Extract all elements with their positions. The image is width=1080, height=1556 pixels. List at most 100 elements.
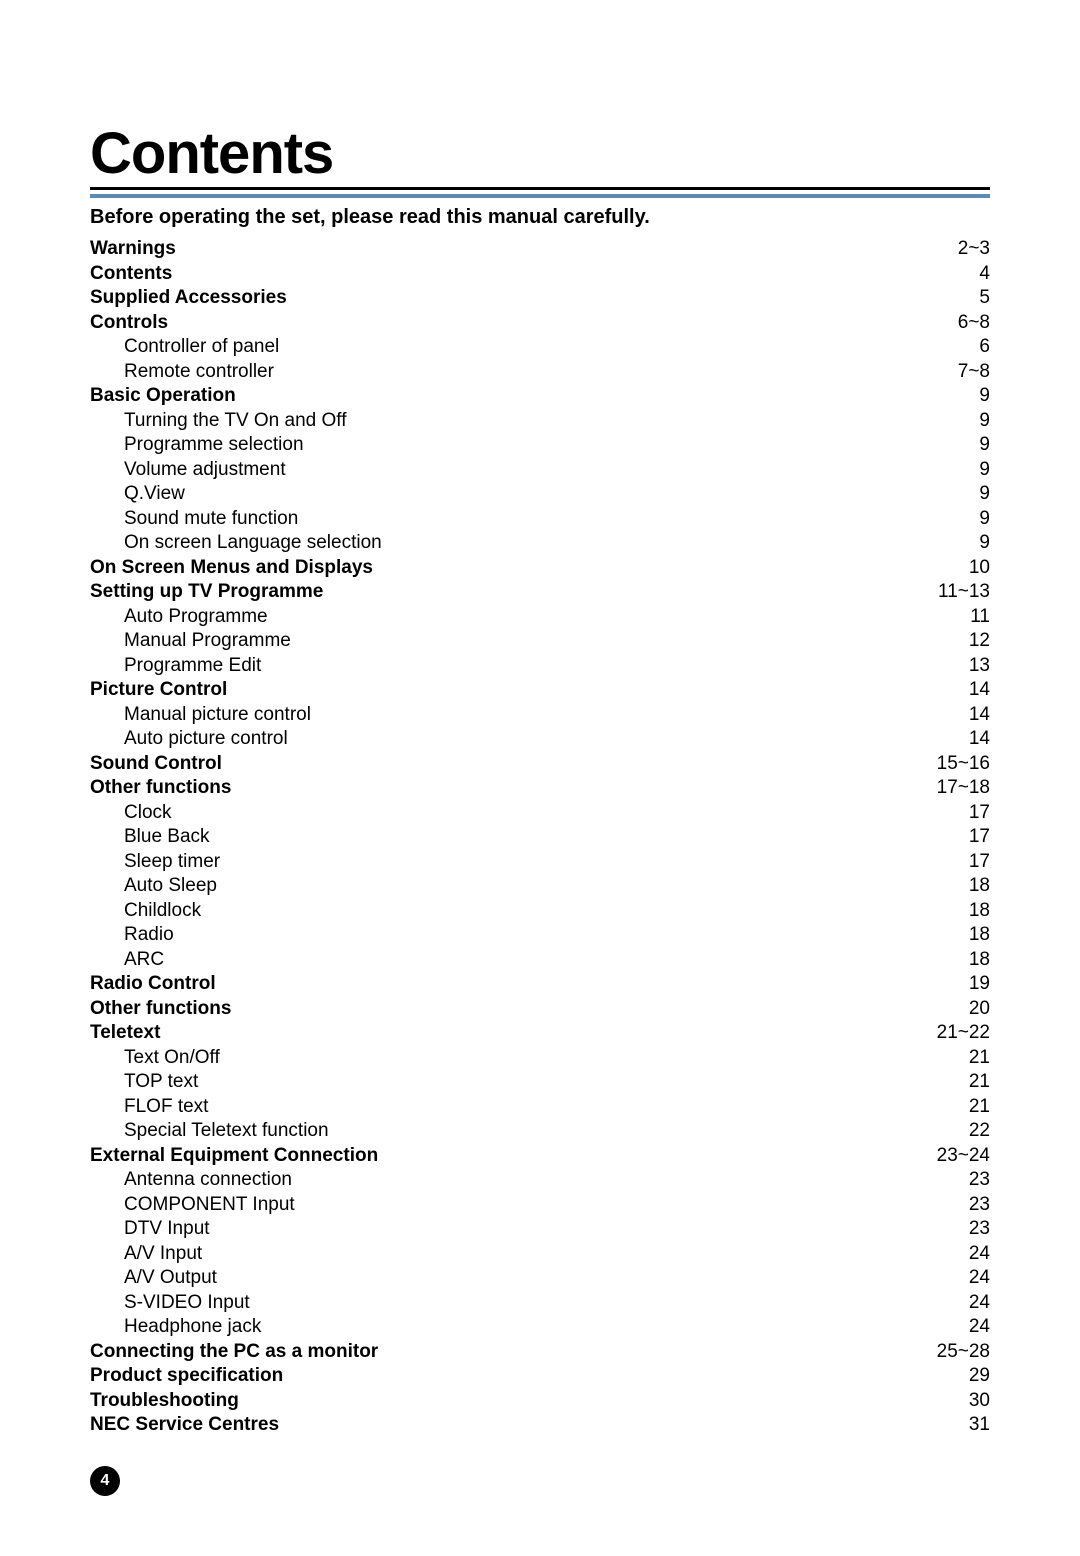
toc-page: 11~13 bbox=[932, 580, 990, 605]
toc-label: ARC bbox=[124, 948, 164, 973]
toc-label: Troubleshooting bbox=[90, 1389, 239, 1414]
toc-label: A/V Output bbox=[124, 1266, 217, 1291]
toc-label: Blue Back bbox=[124, 825, 210, 850]
toc-page: 20 bbox=[932, 997, 990, 1022]
toc-row: Programme selection 9 bbox=[90, 433, 990, 458]
toc-label: Remote controller bbox=[124, 360, 274, 385]
toc-page: 13 bbox=[932, 654, 990, 679]
toc-page: 4 bbox=[932, 262, 990, 287]
toc-row: Supplied Accessories5 bbox=[90, 286, 990, 311]
toc-row: ARC 18 bbox=[90, 948, 990, 973]
toc-page: 23 bbox=[932, 1217, 990, 1242]
toc-label: Picture Control bbox=[90, 678, 227, 703]
toc-label: Turning the TV On and Off bbox=[124, 409, 347, 434]
table-of-contents: Warnings2~3Contents4Supplied Accessories… bbox=[90, 237, 990, 1438]
toc-row: Other functions20 bbox=[90, 997, 990, 1022]
toc-row: Radio 18 bbox=[90, 923, 990, 948]
toc-row: COMPONENT Input23 bbox=[90, 1193, 990, 1218]
toc-row: Turning the TV On and Off 9 bbox=[90, 409, 990, 434]
toc-row: TOP text21 bbox=[90, 1070, 990, 1095]
toc-label: On screen Language selection bbox=[124, 531, 382, 556]
toc-label: S-VIDEO Input bbox=[124, 1291, 250, 1316]
toc-page: 9 bbox=[932, 384, 990, 409]
toc-page: 29 bbox=[932, 1364, 990, 1389]
toc-page: 14 bbox=[932, 727, 990, 752]
toc-label: FLOF text bbox=[124, 1095, 208, 1120]
toc-label: Radio bbox=[124, 923, 174, 948]
toc-page: 18 bbox=[932, 948, 990, 973]
toc-row: NEC Service Centres 31 bbox=[90, 1413, 990, 1438]
toc-row: Special Teletext function 22 bbox=[90, 1119, 990, 1144]
toc-row: Antenna connection 23 bbox=[90, 1168, 990, 1193]
intro-text: Before operating the set, please read th… bbox=[90, 206, 990, 229]
toc-page: 30 bbox=[932, 1389, 990, 1414]
toc-page: 6~8 bbox=[932, 311, 990, 336]
toc-page: 22 bbox=[932, 1119, 990, 1144]
toc-page: 23 bbox=[932, 1168, 990, 1193]
toc-label: Product specification bbox=[90, 1364, 283, 1389]
toc-row: Remote controller 7~8 bbox=[90, 360, 990, 385]
toc-page: 18 bbox=[932, 923, 990, 948]
toc-page: 9 bbox=[932, 482, 990, 507]
toc-label: Childlock bbox=[124, 899, 201, 924]
toc-page: 12 bbox=[932, 629, 990, 654]
toc-page: 17 bbox=[932, 825, 990, 850]
toc-label: External Equipment Connection bbox=[90, 1144, 378, 1169]
toc-row: Auto Sleep18 bbox=[90, 874, 990, 899]
toc-page: 6 bbox=[932, 335, 990, 360]
toc-row: External Equipment Connection23~24 bbox=[90, 1144, 990, 1169]
toc-label: Antenna connection bbox=[124, 1168, 292, 1193]
toc-label: Warnings bbox=[90, 237, 176, 262]
toc-label: DTV Input bbox=[124, 1217, 210, 1242]
toc-page: 9 bbox=[932, 433, 990, 458]
toc-page: 9 bbox=[932, 507, 990, 532]
toc-page: 9 bbox=[932, 409, 990, 434]
toc-page: 24 bbox=[932, 1291, 990, 1316]
toc-row: On screen Language selection9 bbox=[90, 531, 990, 556]
toc-label: Supplied Accessories bbox=[90, 286, 287, 311]
toc-row: Warnings2~3 bbox=[90, 237, 990, 262]
toc-label: Contents bbox=[90, 262, 172, 287]
toc-row: Auto Programme11 bbox=[90, 605, 990, 630]
toc-label: Special Teletext function bbox=[124, 1119, 329, 1144]
toc-row: Headphone jack24 bbox=[90, 1315, 990, 1340]
toc-page: 15~16 bbox=[932, 752, 990, 777]
toc-page: 24 bbox=[932, 1315, 990, 1340]
toc-row: Programme Edit13 bbox=[90, 654, 990, 679]
toc-row: Basic Operation9 bbox=[90, 384, 990, 409]
toc-row: Radio Control19 bbox=[90, 972, 990, 997]
toc-row: Text On/Off21 bbox=[90, 1046, 990, 1071]
toc-row: A/V Output24 bbox=[90, 1266, 990, 1291]
toc-row: Q.View9 bbox=[90, 482, 990, 507]
toc-page: 17 bbox=[932, 801, 990, 826]
toc-row: Controls6~8 bbox=[90, 311, 990, 336]
toc-label: Auto Programme bbox=[124, 605, 268, 630]
toc-page: 21 bbox=[932, 1095, 990, 1120]
toc-label: Sleep timer bbox=[124, 850, 220, 875]
toc-page: 18 bbox=[932, 874, 990, 899]
toc-row: Childlock18 bbox=[90, 899, 990, 924]
toc-label: Controller of panel bbox=[124, 335, 279, 360]
toc-page: 17 bbox=[932, 850, 990, 875]
toc-label: COMPONENT Input bbox=[124, 1193, 295, 1218]
toc-row: Contents 4 bbox=[90, 262, 990, 287]
toc-label: NEC Service Centres bbox=[90, 1413, 279, 1438]
toc-row: Volume adjustment9 bbox=[90, 458, 990, 483]
toc-label: Programme selection bbox=[124, 433, 304, 458]
toc-row: Sound Control15~16 bbox=[90, 752, 990, 777]
toc-page: 31 bbox=[932, 1413, 990, 1438]
toc-row: FLOF text 21 bbox=[90, 1095, 990, 1120]
title-underline bbox=[90, 194, 990, 198]
toc-row: Other functions17~18 bbox=[90, 776, 990, 801]
toc-label: Teletext bbox=[90, 1021, 160, 1046]
toc-row: Connecting the PC as a monitor25~28 bbox=[90, 1340, 990, 1365]
toc-label: TOP text bbox=[124, 1070, 198, 1095]
toc-label: Manual picture control bbox=[124, 703, 311, 728]
toc-label: A/V Input bbox=[124, 1242, 202, 1267]
toc-row: Sound mute function9 bbox=[90, 507, 990, 532]
toc-page: 7~8 bbox=[932, 360, 990, 385]
toc-row: Controller of panel 6 bbox=[90, 335, 990, 360]
title-block: Contents bbox=[90, 120, 990, 198]
toc-label: Other functions bbox=[90, 776, 231, 801]
toc-row: Teletext21~22 bbox=[90, 1021, 990, 1046]
